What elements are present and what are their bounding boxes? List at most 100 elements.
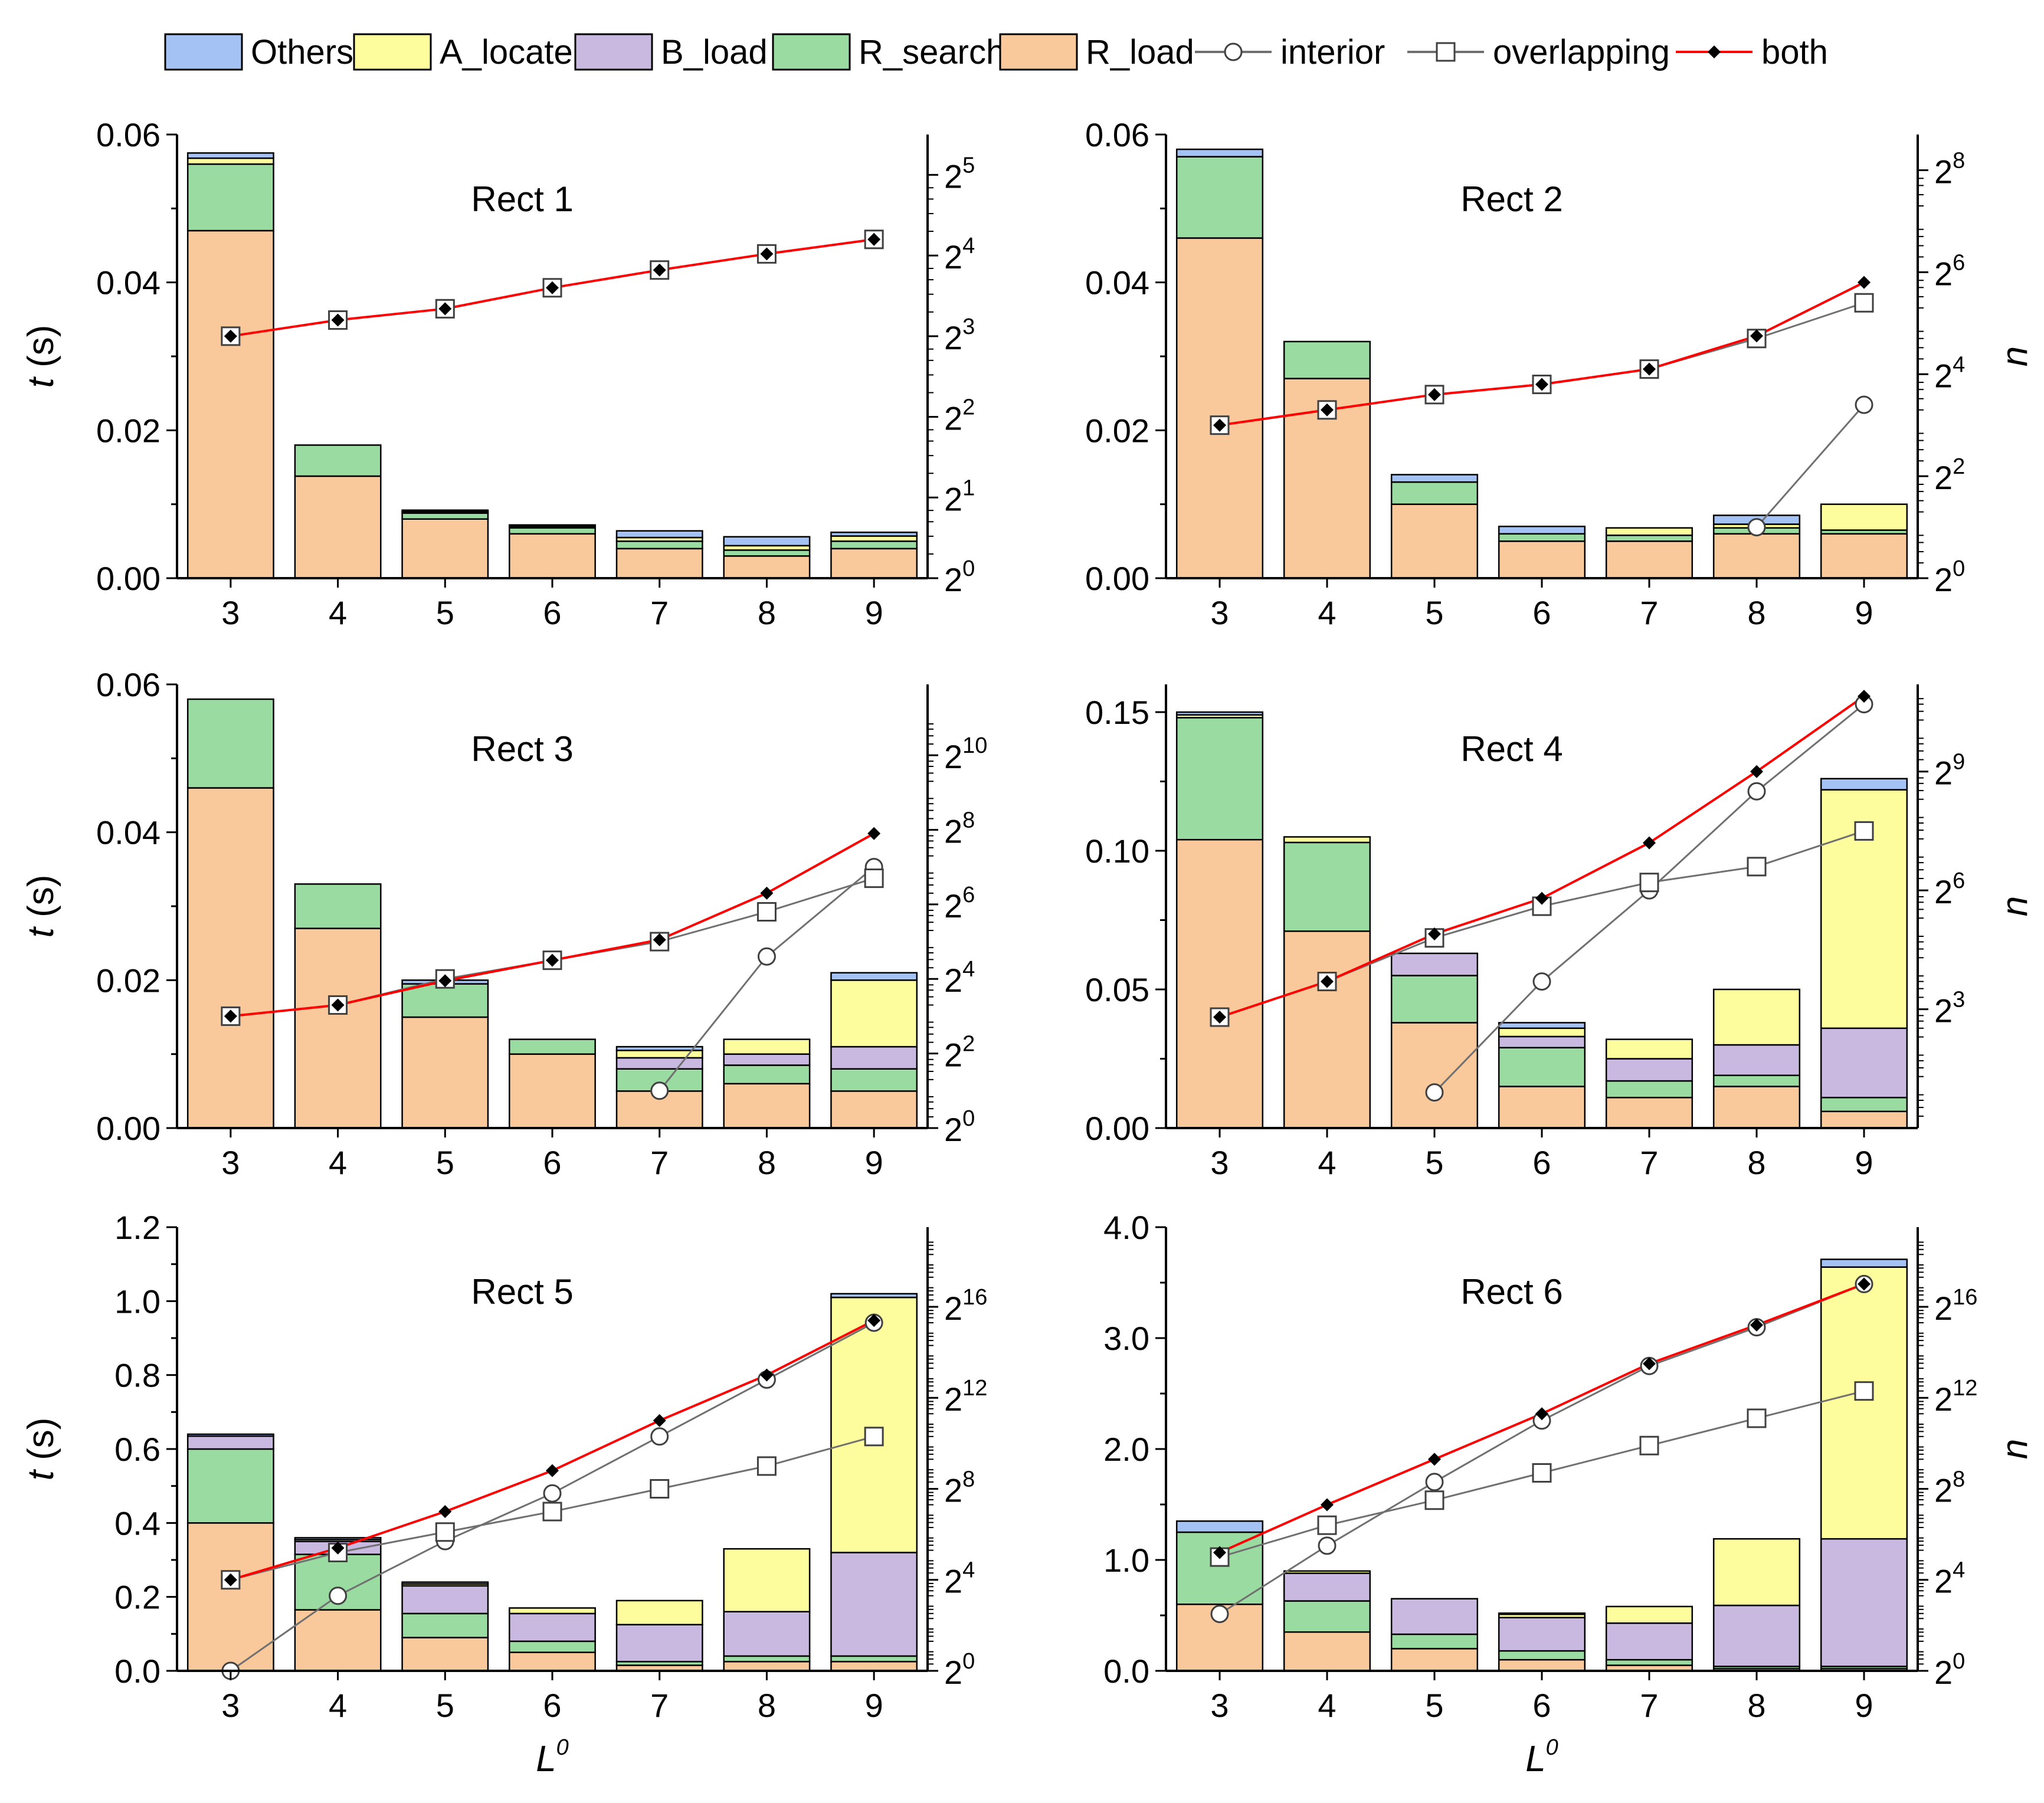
legend-item-r_search: R_search	[772, 33, 1005, 71]
bar-r_load	[1283, 930, 1371, 1129]
bar-r_load	[294, 1609, 382, 1672]
bar-r_search	[615, 540, 703, 550]
legend-label-interior: interior	[1280, 33, 1385, 71]
legend-marker-both	[1708, 45, 1721, 58]
y-axis-title-var: t	[21, 926, 61, 937]
y2-tick-label: 24	[1934, 352, 1965, 394]
y2-tick-label: 28	[1934, 149, 1965, 191]
y2-tick-label: 23	[1934, 988, 1965, 1030]
bar-stack-8	[1712, 1538, 1801, 1672]
y-tick-label: 0.8	[114, 1357, 160, 1394]
bar-others	[830, 1293, 918, 1299]
x-tick-label: 6	[543, 1144, 561, 1181]
bar-stack-8	[723, 1548, 811, 1672]
bar-b_load	[401, 1585, 489, 1615]
x-tick-label: 6	[543, 1687, 561, 1724]
point-both	[1535, 891, 1548, 905]
y2-tick-label: 23	[944, 314, 975, 356]
x-tick-label: 3	[221, 1687, 240, 1724]
legend-swatch-a_locate	[353, 33, 432, 71]
y2-tick-label: 28	[1934, 1467, 1965, 1509]
y-tick-label: 0.00	[96, 560, 160, 597]
y-axis-title: t (s)	[21, 1418, 61, 1481]
y2-tick-label: 24	[944, 957, 975, 999]
y-tick-label: 0.10	[1085, 832, 1149, 870]
y-tick-label: 0.04	[96, 814, 160, 851]
point-both	[1535, 378, 1548, 391]
point-interior	[1747, 782, 1766, 801]
point-both	[331, 1541, 345, 1555]
y-tick-label: 0.00	[1085, 560, 1149, 597]
legend-swatch-others	[164, 33, 243, 71]
point-both	[1213, 418, 1226, 432]
y2-tick-exponent: 8	[1953, 149, 1965, 173]
bar-stack-8	[1712, 988, 1801, 1129]
legend-item-interior: interior	[1195, 33, 1385, 71]
legend-label-others: Others	[251, 33, 353, 71]
point-overlapping	[1424, 1490, 1444, 1510]
y2-tick-label: 22	[1934, 454, 1965, 496]
bar-stack-7	[1605, 1605, 1693, 1672]
y2-tick-label: 24	[944, 1558, 975, 1600]
x-tick-label: 8	[1747, 594, 1765, 631]
bar-r_load	[830, 548, 918, 579]
y2-tick-exponent: 6	[962, 883, 975, 907]
legend-marker-overlapping	[1436, 42, 1456, 62]
y2-axis-title: n	[1994, 1439, 2035, 1459]
point-interior	[1425, 1083, 1444, 1102]
legend-label-r_search: R_search	[859, 33, 1005, 71]
bar-r_load	[1605, 1097, 1693, 1129]
x-tick-label: 5	[436, 1144, 454, 1181]
x-tick-label: 3	[221, 594, 240, 631]
bar-b_load	[615, 1624, 703, 1663]
bar-r_search	[1605, 535, 1693, 542]
bar-r_search	[830, 1068, 918, 1092]
y2-tick-exponent: 2	[1953, 454, 1965, 479]
legend-item-r_load: R_load	[999, 33, 1194, 71]
legend-item-both: both	[1676, 33, 1828, 71]
bar-r_load	[401, 1016, 489, 1129]
bar-r_search	[1175, 1531, 1264, 1605]
y2-tick-label: 22	[944, 1032, 975, 1074]
bar-r_load	[1498, 540, 1586, 579]
y-axis-title-var: t	[21, 376, 61, 388]
bar-stack-5	[1390, 474, 1479, 579]
bar-r_search	[509, 1038, 596, 1055]
bar-r_search	[723, 1064, 811, 1085]
bar-others	[1498, 1612, 1586, 1615]
y2-tick-exponent: 6	[1953, 868, 1965, 893]
y2-tick-exponent: 3	[962, 314, 975, 339]
bar-stack-6	[509, 524, 596, 579]
bar-a_locate	[1712, 1538, 1801, 1607]
point-both	[867, 232, 881, 246]
bar-stack-3	[1175, 1520, 1264, 1672]
bar-r_load	[1712, 533, 1801, 579]
bar-r_search	[1390, 481, 1479, 505]
legend-item-b_load: B_load	[574, 33, 768, 71]
point-both	[1213, 1546, 1226, 1559]
bar-r_load	[1390, 503, 1479, 579]
x-tick-label: 8	[1747, 1144, 1765, 1181]
point-both	[331, 313, 345, 327]
y2-tick-label: 21	[944, 476, 975, 517]
y-tick-label: 0.06	[1085, 116, 1149, 153]
bar-others	[1820, 778, 1908, 791]
bar-r_search	[401, 983, 489, 1018]
x-tick-label: 9	[1855, 594, 1873, 631]
point-both	[1428, 927, 1441, 940]
chart-title: Rect 4	[1460, 729, 1563, 769]
bar-r_search	[1283, 340, 1371, 379]
y2-tick-label: 212	[944, 1376, 987, 1418]
y-axis-title: t (s)	[21, 875, 61, 938]
point-both	[1750, 1318, 1763, 1332]
point-both	[653, 1414, 666, 1427]
bar-r_search	[186, 163, 274, 232]
point-both	[760, 247, 774, 261]
bar-stack-5	[1390, 1598, 1479, 1672]
bar-a_locate	[615, 1599, 703, 1625]
bar-b_load	[1712, 1044, 1801, 1076]
y-tick-label: 0.00	[96, 1110, 160, 1147]
y-tick-label: 4.0	[1103, 1209, 1149, 1246]
y-tick-label: 0.6	[114, 1431, 160, 1468]
point-overlapping	[1854, 821, 1874, 841]
